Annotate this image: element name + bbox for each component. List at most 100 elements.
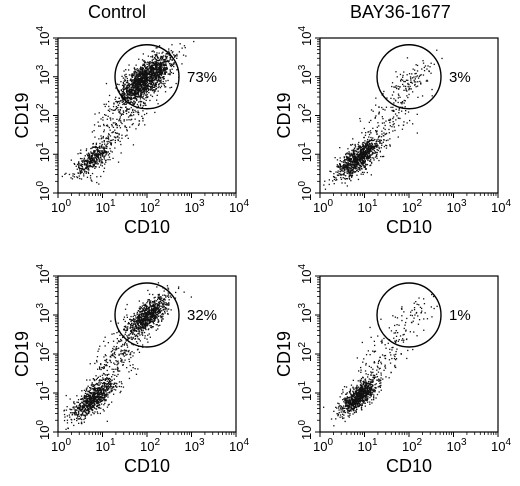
- data-point: [337, 172, 338, 173]
- data-point: [110, 150, 111, 151]
- data-point: [125, 84, 126, 85]
- data-point: [171, 50, 172, 51]
- data-point: [159, 74, 160, 75]
- data-point: [114, 122, 115, 123]
- data-point: [94, 165, 95, 166]
- data-point: [134, 69, 135, 70]
- data-point: [125, 135, 126, 136]
- data-point: [100, 155, 101, 156]
- data-point: [69, 414, 70, 415]
- data-point: [126, 127, 127, 128]
- data-point: [354, 171, 355, 172]
- data-point: [136, 65, 137, 66]
- data-point: [394, 130, 395, 131]
- data-point: [146, 67, 147, 68]
- data-point: [93, 402, 94, 403]
- data-point: [113, 110, 114, 111]
- data-point: [154, 79, 155, 80]
- data-point: [119, 125, 120, 126]
- data-point: [389, 132, 390, 133]
- data-point: [137, 322, 138, 323]
- data-point: [335, 177, 336, 178]
- data-point: [134, 330, 135, 331]
- data-point: [164, 290, 165, 291]
- data-point: [128, 85, 129, 86]
- data-point: [408, 89, 409, 90]
- data-point: [160, 301, 161, 302]
- data-point: [353, 165, 354, 166]
- data-point: [93, 386, 94, 387]
- data-point: [156, 286, 157, 287]
- data-point: [104, 168, 105, 169]
- data-point: [136, 72, 137, 73]
- data-point: [364, 137, 365, 138]
- data-point: [137, 312, 138, 313]
- data-point: [118, 105, 119, 106]
- data-point: [358, 162, 359, 163]
- data-point: [90, 407, 91, 408]
- data-point: [149, 74, 150, 75]
- data-point: [126, 129, 127, 130]
- data-point: [375, 144, 376, 145]
- data-point: [132, 84, 133, 85]
- data-point: [148, 56, 149, 57]
- data-point: [136, 326, 137, 327]
- data-point: [370, 120, 371, 121]
- data-point: [414, 73, 415, 74]
- data-point: [82, 168, 83, 169]
- data-point: [160, 62, 161, 63]
- data-point: [365, 135, 366, 136]
- data-point: [361, 151, 362, 152]
- data-point: [363, 148, 364, 149]
- data-point: [102, 141, 103, 142]
- data-point: [154, 318, 155, 319]
- data-point: [81, 158, 82, 159]
- data-point: [370, 145, 371, 146]
- data-point: [86, 150, 87, 151]
- data-point: [139, 300, 140, 301]
- data-point: [137, 87, 138, 88]
- data-point: [363, 163, 364, 164]
- data-point: [78, 399, 79, 400]
- data-point: [168, 302, 169, 303]
- data-point: [417, 114, 418, 115]
- data-point: [104, 155, 105, 156]
- data-point: [100, 413, 101, 414]
- data-point: [398, 125, 399, 126]
- data-point: [144, 338, 145, 339]
- data-point: [430, 73, 431, 74]
- data-point: [90, 151, 91, 152]
- data-point: [156, 84, 157, 85]
- data-point: [132, 94, 133, 95]
- data-point: [160, 315, 161, 316]
- data-point: [133, 101, 134, 102]
- data-point: [102, 165, 103, 166]
- data-point: [172, 60, 173, 61]
- data-point: [407, 97, 408, 98]
- data-point: [109, 387, 110, 388]
- data-point: [377, 122, 378, 123]
- data-point: [123, 387, 124, 388]
- data-point: [153, 69, 154, 70]
- data-point: [352, 175, 353, 176]
- data-point: [362, 159, 363, 160]
- data-point: [152, 74, 153, 75]
- data-point: [97, 411, 98, 412]
- data-point: [123, 77, 124, 78]
- data-point: [96, 176, 97, 177]
- data-point: [150, 66, 151, 67]
- data-point: [398, 118, 399, 119]
- data-point: [101, 396, 102, 397]
- data-point: [156, 88, 157, 89]
- data-point: [143, 309, 144, 310]
- data-point: [155, 315, 156, 316]
- data-point: [364, 128, 365, 129]
- data-point: [139, 317, 140, 318]
- data-point: [126, 82, 127, 83]
- data-point: [392, 107, 393, 108]
- data-point: [381, 136, 382, 137]
- data-point: [337, 175, 338, 176]
- data-point: [166, 308, 167, 309]
- data-point: [149, 325, 150, 326]
- data-point: [138, 101, 139, 102]
